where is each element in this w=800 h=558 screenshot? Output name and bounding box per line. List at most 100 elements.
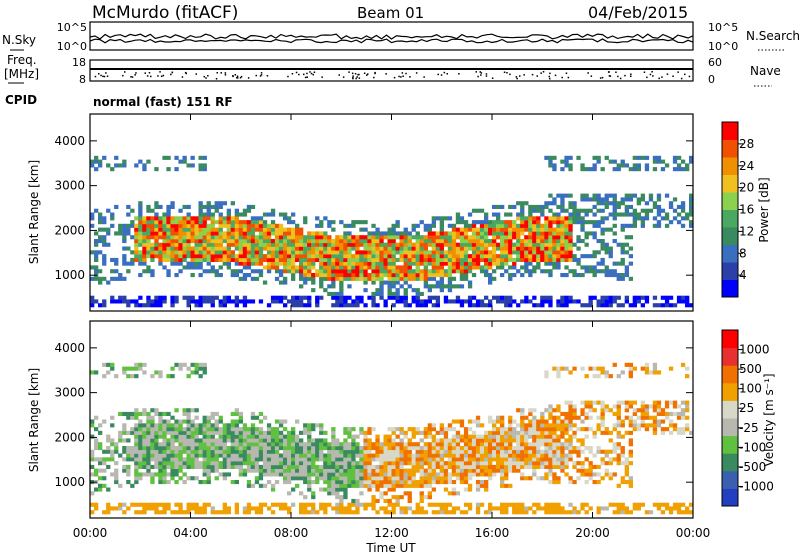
heatmap-cell (299, 262, 303, 266)
heatmap-cell (126, 454, 130, 458)
heatmap-cell (327, 461, 331, 465)
heatmap-cell (162, 296, 166, 300)
heatmap-cell (609, 213, 613, 217)
heatmap-cell (645, 367, 649, 371)
nave-dot (267, 75, 269, 77)
heatmap-cell (150, 254, 154, 258)
heatmap-cell (396, 472, 400, 476)
heatmap-cell (480, 435, 484, 439)
heatmap-cell (625, 197, 629, 201)
heatmap-cell (589, 209, 593, 213)
heatmap-cell (243, 247, 247, 251)
heatmap-cell (504, 484, 508, 488)
heatmap-cell (388, 484, 392, 488)
heatmap-cell (452, 239, 456, 243)
heatmap-cell (464, 461, 468, 465)
heatmap-cell (516, 446, 520, 450)
heatmap-cell (681, 205, 685, 209)
heatmap-cell (291, 231, 295, 235)
heatmap-cell (508, 484, 512, 488)
heatmap-cell (508, 469, 512, 473)
heatmap-cell (207, 457, 211, 461)
heatmap-cell (355, 247, 359, 251)
heatmap-cell (359, 250, 363, 254)
heatmap-cell (568, 247, 572, 251)
heatmap-cell (331, 438, 335, 442)
heatmap-cell (576, 450, 580, 454)
heatmap-cell (150, 250, 154, 254)
power-heatmap (90, 156, 693, 308)
heatmap-cell (540, 454, 544, 458)
heatmap-cell (629, 476, 633, 480)
heatmap-cell (657, 370, 661, 374)
heatmap-cell (396, 265, 400, 269)
heatmap-cell (371, 262, 375, 266)
heatmap-cell (669, 367, 673, 371)
heatmap-cell (645, 163, 649, 167)
heatmap-cell (94, 457, 98, 461)
colorbar-step (722, 348, 738, 366)
heatmap-cell (540, 258, 544, 262)
nave-dot (104, 76, 106, 78)
heatmap-cell (484, 296, 488, 300)
heatmap-cell (532, 420, 536, 424)
heatmap-cell (560, 367, 564, 371)
heatmap-cell (102, 457, 106, 461)
heatmap-cell (585, 235, 589, 239)
heatmap-cell (500, 431, 504, 435)
heatmap-cell (432, 472, 436, 476)
heatmap-cell (460, 461, 464, 465)
heatmap-cell (94, 416, 98, 420)
heatmap-cell (448, 288, 452, 292)
heatmap-cell (239, 277, 243, 281)
heatmap-cell (572, 243, 576, 247)
heatmap-cell (496, 262, 500, 266)
heatmap-cell (347, 465, 351, 469)
heatmap-cell (593, 163, 597, 167)
heatmap-cell (347, 484, 351, 488)
heatmap-cell (488, 277, 492, 281)
heatmap-cell (440, 431, 444, 435)
heatmap-cell (448, 243, 452, 247)
heatmap-cell (617, 408, 621, 412)
heatmap-cell (251, 435, 255, 439)
heatmap-cell (597, 367, 601, 371)
heatmap-cell (158, 446, 162, 450)
heatmap-cell (166, 457, 170, 461)
heatmap-cell (315, 465, 319, 469)
heatmap-cell (412, 258, 416, 262)
heatmap-cell (568, 254, 572, 258)
heatmap-cell (621, 503, 625, 507)
heatmap-cell (496, 431, 500, 435)
heatmap-cell (279, 461, 283, 465)
heatmap-cell (464, 480, 468, 484)
colorbar-step (722, 192, 738, 210)
heatmap-cell (436, 239, 440, 243)
heatmap-cell (444, 427, 448, 431)
heatmap-cell (532, 446, 536, 450)
heatmap-cell (496, 442, 500, 446)
heatmap-cell (271, 435, 275, 439)
heatmap-cell (408, 461, 412, 465)
heatmap-cell (556, 461, 560, 465)
heatmap-cell (251, 220, 255, 224)
heatmap-cell (138, 216, 142, 220)
heatmap-cell (448, 273, 452, 277)
heatmap-cell (283, 231, 287, 235)
heatmap-cell (661, 427, 665, 431)
heatmap-cell (424, 265, 428, 269)
heatmap-cell (255, 476, 259, 480)
heatmap-cell (388, 243, 392, 247)
heatmap-cell (231, 250, 235, 254)
heatmap-cell (464, 254, 468, 258)
heatmap-cell (158, 228, 162, 232)
heatmap-cell (424, 427, 428, 431)
heatmap-cell (146, 220, 150, 224)
nave-dot (486, 73, 488, 75)
heatmap-cell (504, 442, 508, 446)
heatmap-cell (629, 431, 633, 435)
heatmap-cell (251, 438, 255, 442)
heatmap-cell (448, 231, 452, 235)
heatmap-cell (275, 277, 279, 281)
heatmap-cell (645, 363, 649, 367)
